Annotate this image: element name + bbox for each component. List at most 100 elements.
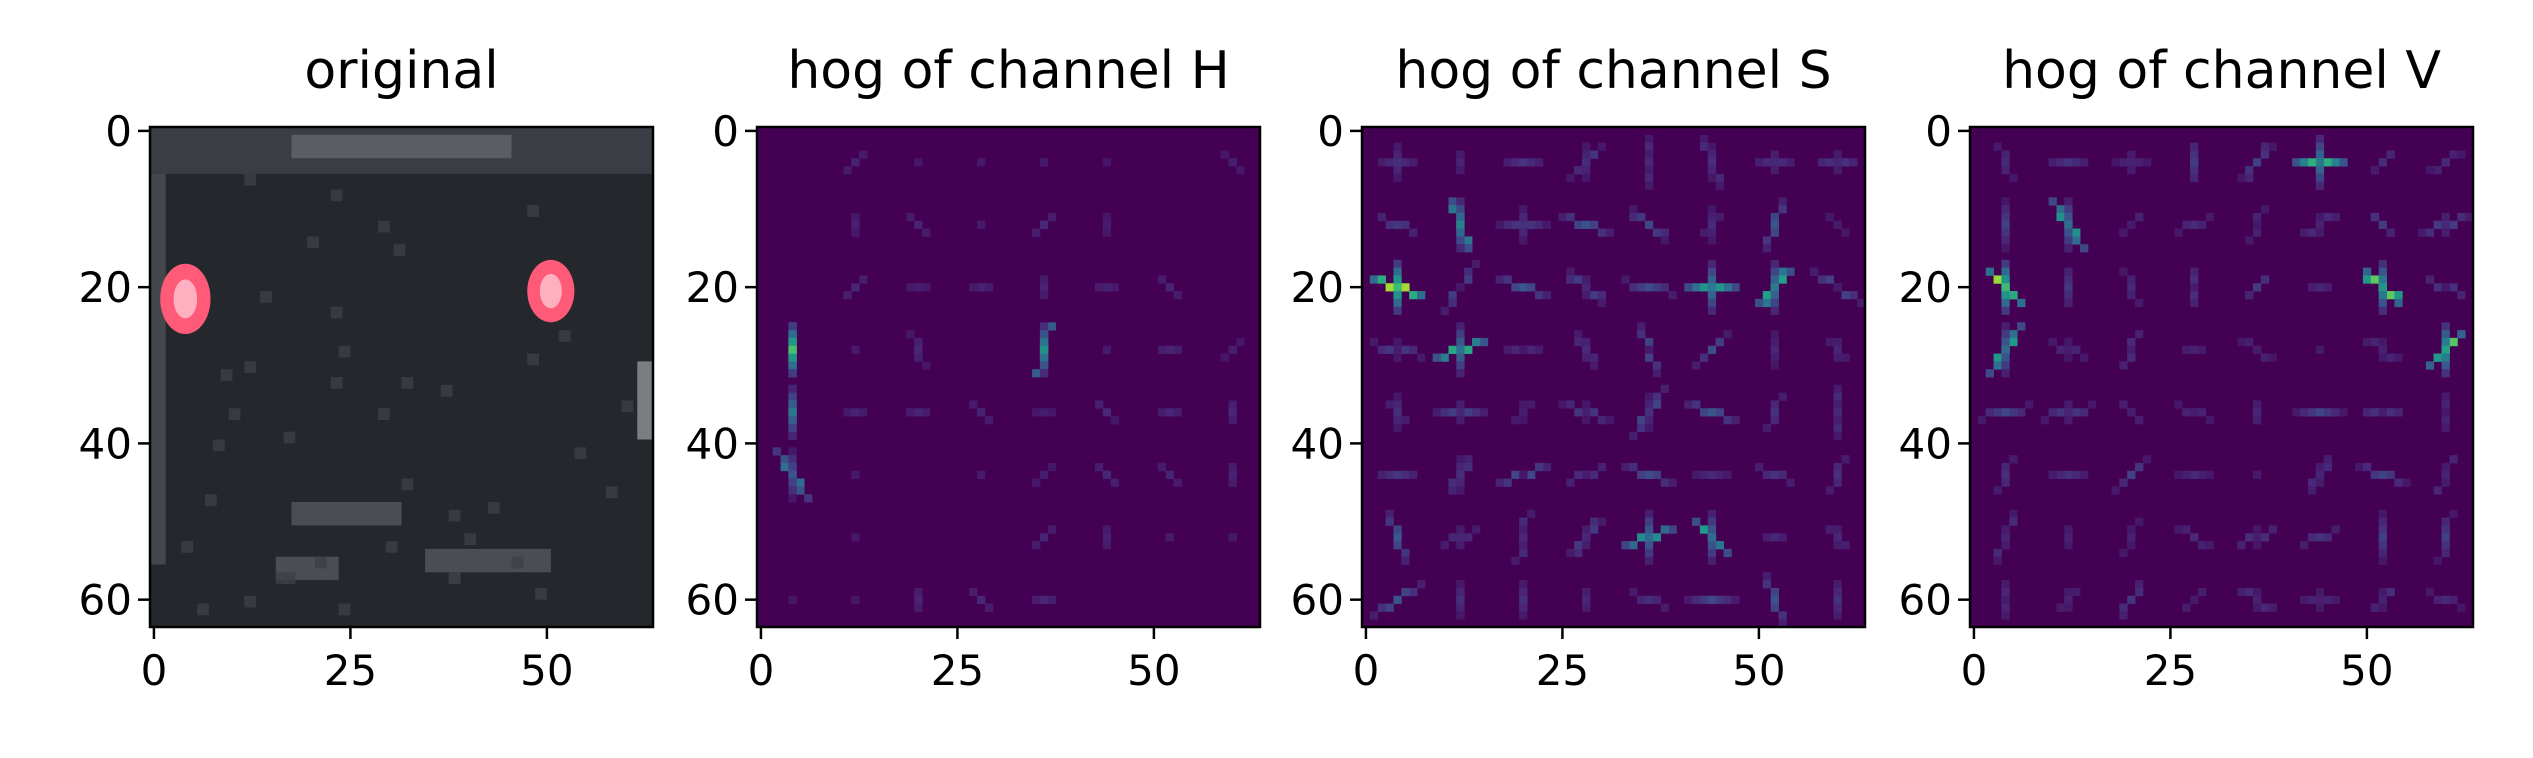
hog-pixel: [2260, 150, 2270, 159]
hog-pixel: [2339, 408, 2348, 417]
hog-pixel: [2001, 150, 2010, 159]
hog-pixel: [914, 408, 923, 417]
hog-pixel: [1644, 392, 1654, 401]
hog-pixel: [1778, 158, 1787, 167]
hog-pixel: [1519, 580, 1528, 589]
hog-pixel: [2048, 158, 2057, 167]
hog-pixel: [788, 486, 797, 495]
hog-pixel: [1385, 283, 1394, 292]
hog-pixel: [2001, 205, 2010, 214]
texture-pixel: [181, 541, 194, 553]
hog-pixel: [2307, 595, 2317, 604]
hog-pixel: [1417, 353, 1426, 362]
hog-pixel: [2378, 306, 2387, 315]
hog-pixel: [1511, 220, 1520, 229]
texture-pixel: [244, 173, 257, 186]
y-tick-label: 60: [686, 576, 739, 625]
hog-pixel: [1809, 267, 1819, 276]
hog-pixel: [1534, 345, 1544, 354]
hog-pixel: [2370, 166, 2380, 175]
hog-pixel: [2260, 353, 2270, 362]
texture-pixel: [401, 377, 414, 389]
hog-pixel: [969, 283, 978, 292]
hog-pixel: [1456, 541, 1465, 550]
hog-pixel: [1495, 478, 1504, 487]
hog-pixel: [2072, 470, 2081, 479]
hog-pixel: [2300, 541, 2309, 550]
hog-pixel: [2245, 337, 2254, 347]
hog-pixel: [1448, 345, 1457, 354]
hog-pixel: [1519, 205, 1528, 214]
hog-pixel: [2064, 603, 2073, 612]
hog-pixel: [1511, 345, 1520, 354]
hog-pixel: [1644, 408, 1654, 417]
hog-pixel: [1715, 181, 1724, 190]
hog-pixel: [2260, 603, 2270, 612]
hog-pixel: [1393, 470, 1402, 479]
hog-pixel: [1833, 462, 1842, 472]
hog-pixel: [2111, 158, 2120, 167]
hog-pixel: [1220, 353, 1229, 362]
hog-pixel: [1605, 228, 1614, 237]
hog-background: [1362, 127, 1865, 627]
hog-pixel: [788, 431, 797, 440]
hog-pixel: [1993, 353, 2002, 362]
hog-pixel: [1833, 595, 1842, 604]
hog-pixel: [2260, 275, 2270, 284]
hog-pixel: [1582, 587, 1591, 597]
y-tick-label: 60: [79, 576, 132, 625]
hog-pixel: [1456, 462, 1465, 472]
texture-pixel: [574, 447, 587, 460]
hog-pixel: [2252, 603, 2262, 612]
hog-pixel: [1629, 283, 1638, 292]
hog-pixel: [2252, 470, 2262, 479]
hog-pixel: [1597, 298, 1607, 308]
hog-pixel: [2394, 408, 2403, 417]
hog-pixel: [2441, 541, 2450, 550]
hog-pixel: [1707, 306, 1717, 315]
hog-background: [1970, 127, 2473, 627]
hog-pixel: [2315, 603, 2325, 612]
hog-pixel: [1369, 275, 1379, 284]
hog-pixel: [1534, 462, 1544, 472]
hog-pixel: [1157, 345, 1167, 354]
hog-pixel: [1464, 267, 1473, 276]
hog-pixel: [2001, 541, 2010, 550]
hog-pixel: [2174, 228, 2183, 237]
hog-pixel: [1039, 595, 1049, 604]
texture-pixel: [621, 400, 634, 413]
hog-pixel: [1519, 525, 1528, 534]
image-area: [150, 127, 653, 627]
hog-pixel: [2315, 212, 2325, 222]
x-tick-label: 50: [1732, 646, 1785, 695]
hog-pixel: [2378, 259, 2387, 269]
hog-pixel: [1692, 470, 1701, 479]
hog-pixel: [1032, 408, 1041, 417]
hog-pixel: [1102, 283, 1112, 292]
hog-pixel: [2174, 525, 2183, 534]
hog-pixel: [2127, 220, 2136, 229]
hog-pixel: [2064, 267, 2073, 276]
hog-pixel: [1393, 150, 1402, 159]
hog-pixel: [1825, 337, 1834, 347]
hog-pixel: [2300, 595, 2309, 604]
hog-pixel: [2252, 345, 2262, 354]
hog-pixel: [2135, 580, 2144, 589]
hog-pixel: [1456, 220, 1465, 229]
hog-pixel: [1385, 158, 1394, 167]
hog-pixel: [1448, 197, 1457, 206]
hog-pixel: [1825, 212, 1834, 222]
hog-pixel: [2080, 244, 2089, 253]
hog-pixel: [1039, 275, 1049, 284]
hog-pixel: [1393, 337, 1402, 347]
hog-pixel: [1527, 158, 1536, 167]
hog-pixel: [2190, 533, 2199, 542]
hog-pixel: [2441, 392, 2450, 401]
hog-pixel: [922, 283, 931, 292]
hog-pixel: [1833, 580, 1842, 589]
hog-pixel: [2072, 228, 2081, 237]
hog-pixel: [2323, 595, 2332, 604]
hog-pixel: [2119, 478, 2128, 487]
hog-pixel: [1637, 533, 1646, 542]
hog-pixel: [1707, 212, 1717, 222]
